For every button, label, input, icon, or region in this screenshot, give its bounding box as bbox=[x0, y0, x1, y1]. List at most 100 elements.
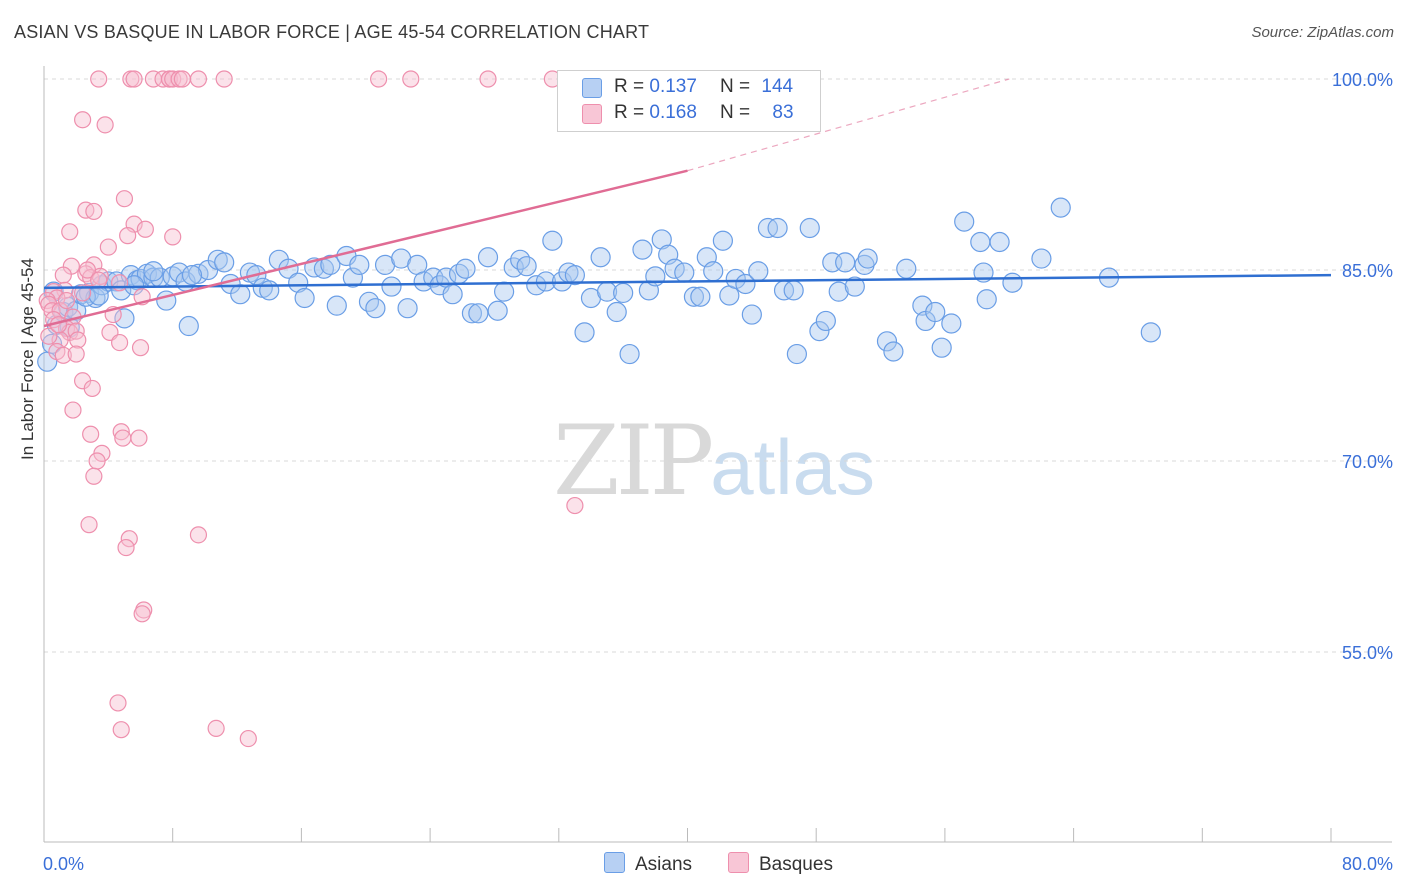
y-tick-label: 85.0% bbox=[1342, 261, 1393, 281]
legend-item-basques[interactable]: Basques bbox=[728, 852, 833, 876]
basque-point bbox=[90, 271, 108, 289]
basque-point bbox=[85, 467, 103, 485]
legend-basques-label: Basques bbox=[759, 854, 833, 875]
trend-lines bbox=[43, 78, 1332, 328]
basques-n-value: 83 bbox=[772, 102, 794, 123]
basque-point bbox=[133, 605, 151, 623]
y-tick-label: 100.0% bbox=[1332, 70, 1393, 90]
y-axis-label: In Labor Force | Age 45-54 bbox=[18, 258, 37, 460]
basque-point bbox=[80, 516, 98, 534]
asian-point bbox=[925, 301, 946, 323]
asian-point bbox=[970, 231, 991, 253]
asian-point bbox=[178, 315, 199, 337]
asian-point bbox=[725, 268, 746, 290]
asian-point bbox=[815, 310, 836, 332]
asian-point bbox=[468, 303, 489, 324]
asian-point bbox=[535, 271, 557, 292]
basque-point bbox=[57, 291, 76, 310]
asian-point bbox=[835, 252, 856, 273]
basque-point bbox=[96, 116, 114, 134]
asians-swatch bbox=[582, 78, 602, 98]
asian-point bbox=[88, 285, 109, 306]
asian-point bbox=[741, 304, 762, 325]
basque-point bbox=[173, 70, 191, 88]
asian-point bbox=[114, 308, 135, 329]
asian-point bbox=[883, 341, 904, 362]
asian-point bbox=[326, 295, 347, 316]
basque-point bbox=[85, 202, 103, 221]
asian-point bbox=[349, 254, 370, 276]
watermark: ZIPatlas bbox=[553, 405, 875, 517]
basque-point bbox=[189, 526, 208, 544]
basque-point bbox=[402, 70, 420, 88]
asian-point bbox=[632, 239, 653, 260]
asian-point bbox=[976, 289, 997, 310]
basque-point bbox=[131, 339, 150, 357]
basque-point bbox=[61, 223, 79, 241]
asian-point bbox=[876, 331, 898, 352]
basque-point bbox=[136, 220, 154, 238]
asian-point bbox=[748, 261, 769, 282]
asian-point bbox=[442, 284, 463, 305]
basque-point bbox=[115, 190, 134, 208]
asian-point bbox=[564, 264, 585, 286]
asian-point bbox=[703, 261, 724, 282]
asian-point bbox=[288, 272, 309, 293]
asian-point bbox=[181, 264, 203, 286]
asian-point bbox=[365, 298, 386, 319]
basques-n-label: N = bbox=[720, 102, 751, 123]
x-tick-label: 80.0% bbox=[1342, 854, 1393, 874]
basque-point bbox=[109, 694, 127, 712]
asian-point bbox=[477, 247, 499, 268]
basque-point bbox=[111, 333, 129, 352]
basques-trend-line bbox=[43, 169, 688, 328]
asian-point bbox=[1031, 248, 1052, 269]
asian-point bbox=[494, 281, 515, 302]
basque-point bbox=[54, 266, 72, 284]
basque-point bbox=[64, 401, 82, 419]
axes bbox=[43, 66, 1392, 843]
asian-point bbox=[397, 298, 418, 319]
legend-item-asians[interactable]: Asians bbox=[604, 852, 692, 876]
x-tick-label: 0.0% bbox=[43, 854, 84, 874]
chart-title: ASIAN VS BASQUE IN LABOR FORCE | AGE 45-… bbox=[14, 22, 650, 42]
asian-point bbox=[214, 252, 235, 273]
asian-point bbox=[320, 254, 341, 276]
asian-point bbox=[455, 258, 476, 279]
asian-point bbox=[516, 256, 537, 277]
basques-r-label: R = bbox=[614, 102, 645, 123]
basque-point bbox=[40, 327, 58, 345]
asian-point bbox=[651, 229, 672, 250]
asian-point bbox=[590, 247, 611, 268]
basque-point bbox=[119, 227, 137, 245]
basque-point bbox=[114, 429, 132, 447]
asian-point bbox=[954, 211, 975, 232]
asian-point bbox=[783, 280, 804, 301]
legend-basques-swatch bbox=[728, 852, 749, 873]
asian-point bbox=[896, 258, 917, 279]
basque-point bbox=[566, 496, 584, 515]
basques-trend-extension bbox=[687, 78, 1010, 172]
asian-point bbox=[989, 231, 1010, 253]
asians-r-label: R = bbox=[614, 76, 645, 97]
asian-point bbox=[799, 217, 820, 239]
basque-point bbox=[74, 111, 92, 129]
y-tick-label: 70.0% bbox=[1342, 452, 1393, 472]
basque-point bbox=[164, 70, 182, 88]
basque-point bbox=[78, 261, 97, 279]
asian-point bbox=[931, 337, 952, 358]
asian-point bbox=[613, 282, 634, 304]
asian-point bbox=[230, 284, 251, 305]
basque-point bbox=[83, 379, 101, 398]
basque-point bbox=[74, 284, 92, 302]
asian-point bbox=[143, 261, 164, 282]
basque-point bbox=[370, 70, 388, 88]
basque-point bbox=[112, 721, 130, 739]
asian-point bbox=[735, 273, 756, 295]
asian-point bbox=[487, 300, 508, 321]
basque-point bbox=[90, 70, 108, 88]
asian-point bbox=[259, 280, 280, 301]
basque-points bbox=[38, 70, 584, 748]
basque-point bbox=[69, 331, 87, 349]
